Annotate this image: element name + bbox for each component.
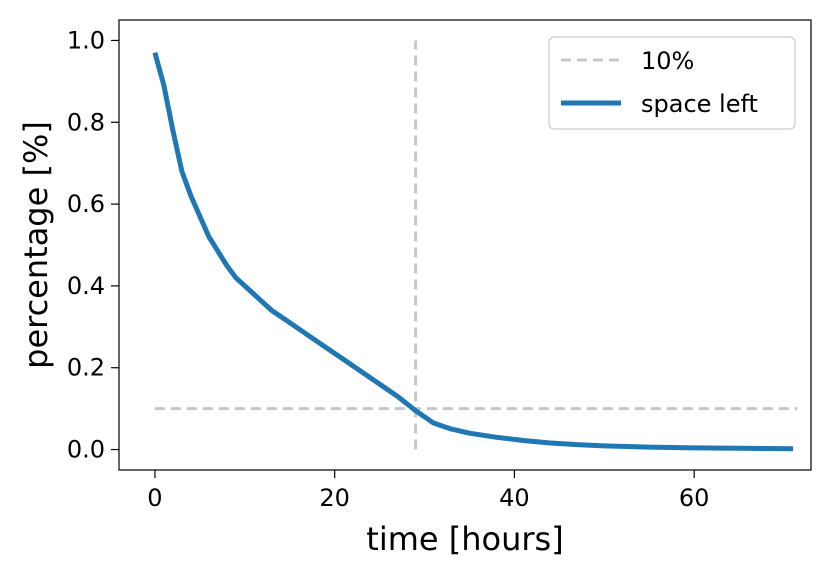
- series-line-space-left: [152, 52, 794, 452]
- series-layer: [152, 52, 798, 452]
- y-axis-label: percentage [%]: [17, 121, 55, 369]
- legend-label-10pct: 10%: [641, 47, 694, 75]
- x-tick-label: 40: [499, 484, 530, 512]
- legend-label-space-left: space left: [641, 90, 758, 118]
- y-tick-label: 0.8: [67, 108, 105, 136]
- x-tick-label: 60: [679, 484, 710, 512]
- y-tick-label: 0.2: [67, 354, 105, 382]
- y-tick-label: 1.0: [67, 26, 105, 54]
- x-tick-label: 0: [147, 484, 162, 512]
- legend: 10% space left: [548, 36, 796, 130]
- y-axis: 0.0 0.2 0.4 0.6 0.8 1.0: [67, 26, 119, 464]
- y-tick-label: 0.4: [67, 272, 105, 300]
- x-tick-label: 20: [319, 484, 350, 512]
- y-tick-label: 0.0: [67, 436, 105, 464]
- x-axis: 0 20 40 60: [147, 470, 709, 512]
- y-tick-label: 0.6: [67, 190, 105, 218]
- x-axis-label: time [hours]: [366, 520, 563, 558]
